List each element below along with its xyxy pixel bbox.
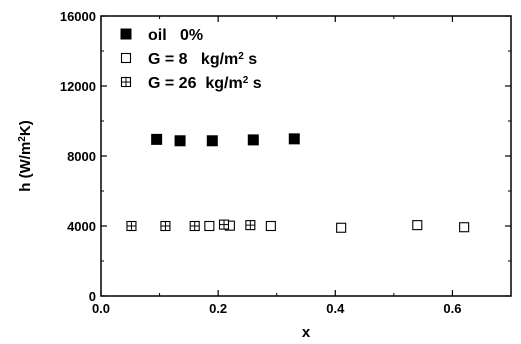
y-tick-label: 4000: [67, 219, 96, 234]
data-point-series-2: [336, 222, 347, 233]
x-tick-label: 0.2: [209, 301, 227, 316]
data-point-series-3: [218, 219, 230, 230]
y-tick-label: 16000: [60, 9, 96, 24]
data-point-series-2: [412, 220, 423, 231]
legend-marker-3: [120, 76, 132, 88]
x-tick-label: 0.0: [92, 301, 110, 316]
x-tick-label: 0.6: [443, 301, 461, 316]
data-point-series-3: [160, 220, 171, 232]
y-tick-label: 0: [89, 289, 96, 304]
data-point-series-1: [288, 133, 300, 145]
data-point-series-2: [265, 220, 276, 232]
legend-label-3: G = 26 kg/m2 s: [148, 75, 262, 93]
x-axis-title: x: [302, 324, 311, 341]
data-point-series-2: [204, 220, 215, 232]
legend-marker-2: [120, 52, 132, 64]
data-point-series-3: [189, 220, 200, 232]
data-point-series-3: [126, 220, 137, 232]
data-point-series-1: [206, 135, 218, 147]
data-point-series-2: [459, 222, 470, 233]
data-point-series-1: [151, 133, 163, 145]
data-point-series-1: [174, 135, 186, 147]
legend-marker-1: [120, 28, 132, 40]
data-point-series-3: [245, 220, 256, 231]
y-tick-label: 8000: [67, 149, 96, 164]
legend-label-2: G = 8 kg/m2 s: [148, 51, 257, 69]
y-axis-title: h (W/m2K): [17, 120, 35, 191]
y-tick-label: 12000: [60, 79, 96, 94]
data-point-series-1: [247, 134, 259, 146]
x-tick-label: 0.4: [326, 301, 345, 316]
legend-label-1: oil 0%: [148, 27, 203, 44]
